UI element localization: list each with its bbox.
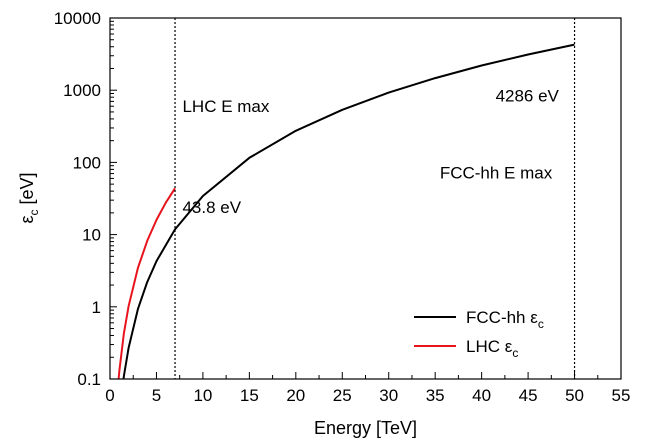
legend-label-lhc: LHC εc: [466, 337, 518, 360]
vertical-marker-lines: [174, 18, 576, 379]
y-tick-label: 10000: [54, 9, 101, 28]
y-tick-label: 10: [82, 226, 101, 245]
x-axis-title: Energy [TeV]: [314, 418, 417, 438]
y-axis-title: εc [eV]: [17, 172, 41, 223]
x-tick-label: 35: [426, 386, 445, 405]
x-tick-label: 55: [612, 386, 631, 405]
annotations: LHC E max 43.8 eV 4286 eV FCC-hh E max: [182, 86, 559, 216]
y-axis-ticks: 0.1 1 10 100 1000 10000: [54, 9, 117, 389]
y-tick-label: 1: [92, 298, 101, 317]
x-tick-label: 10: [193, 386, 212, 405]
legend-label-fcc: FCC-hh εc: [466, 308, 544, 331]
x-tick-label: 50: [565, 386, 584, 405]
y-tick-label: 0.1: [77, 370, 101, 389]
annotation-label: 43.8 eV: [182, 198, 241, 217]
y-tick-label: 1000: [63, 81, 101, 100]
x-axis-ticks: 0 5 10 15 20 25 30 35 40 45 50 55: [105, 372, 630, 405]
legend: FCC-hh εc LHC εc: [414, 308, 544, 360]
fcc-hh-series-line: [122, 43, 575, 380]
annotation-label: LHC E max: [182, 97, 269, 116]
x-tick-label: 20: [286, 386, 305, 405]
annotation-label: FCC-hh E max: [440, 163, 553, 182]
lhc-series-line: [117, 187, 176, 380]
x-tick-label: 30: [379, 386, 398, 405]
x-tick-label: 0: [105, 386, 114, 405]
x-tick-label: 25: [333, 386, 352, 405]
x-tick-label: 5: [152, 386, 161, 405]
x-tick-label: 15: [240, 386, 259, 405]
annotation-label: 4286 eV: [496, 86, 560, 105]
x-tick-label: 45: [519, 386, 538, 405]
x-tick-label: 40: [472, 386, 491, 405]
y-tick-label: 100: [73, 153, 101, 172]
plot-lines: [117, 43, 575, 380]
